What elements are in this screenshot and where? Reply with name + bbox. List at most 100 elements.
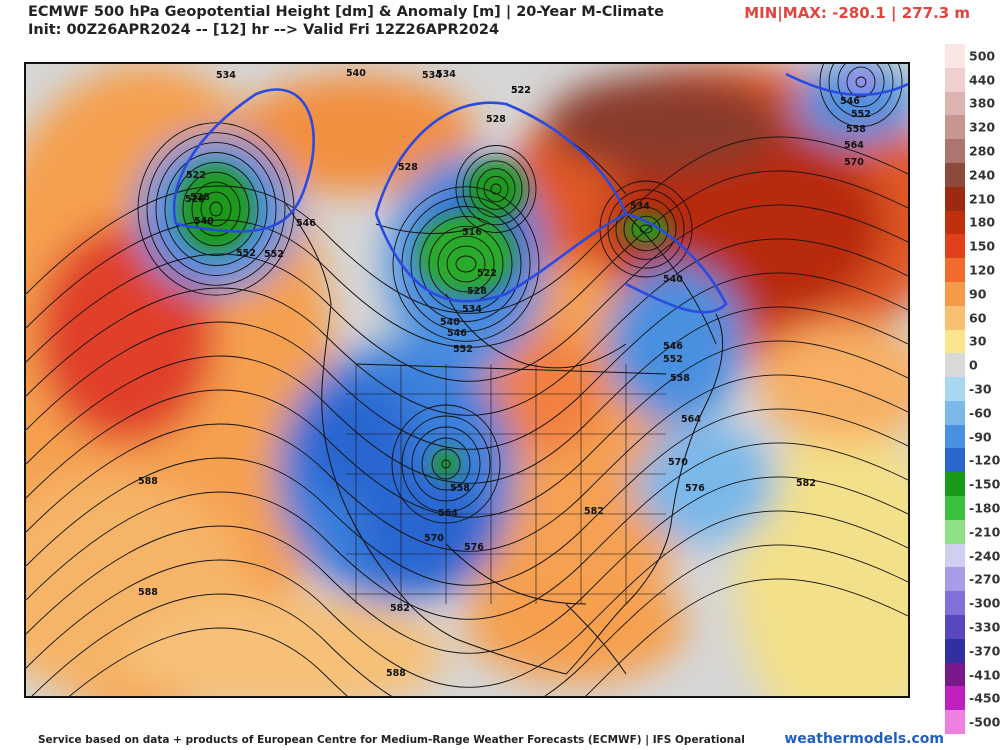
contour-ring xyxy=(462,152,530,226)
contour-label: 534 xyxy=(630,201,650,212)
colorbar-swatch xyxy=(945,162,965,188)
contour-line xyxy=(26,238,908,416)
contour-label: 558 xyxy=(846,124,866,135)
colorbar-tick-label: 120 xyxy=(969,262,996,278)
colorbar-swatch xyxy=(945,115,965,140)
contour-label: 582 xyxy=(796,478,816,489)
contour-label: 546 xyxy=(296,218,316,229)
contour-label: 528 xyxy=(398,162,418,173)
contour-label: 540 xyxy=(663,274,683,285)
map-title: ECMWF 500 hPa Geopotential Height [dm] &… xyxy=(28,4,664,20)
contour-ring xyxy=(155,142,277,276)
contour-label: 528 xyxy=(185,194,205,205)
contour-ring xyxy=(200,191,232,227)
coastline-segment xyxy=(355,363,667,375)
colorbar-tick-label: 180 xyxy=(969,214,996,230)
colorbar-tick-label: -60 xyxy=(969,405,992,421)
contour-ring xyxy=(182,171,250,247)
contour-label: 540 xyxy=(346,68,366,79)
contour-label: 534 xyxy=(462,304,482,315)
contour-label: 570 xyxy=(844,157,864,168)
contour-label: 540 xyxy=(194,216,214,227)
colorbar-swatch xyxy=(945,638,965,664)
contour-line xyxy=(26,204,908,382)
brand-link[interactable]: weathermodels.com xyxy=(784,731,944,747)
minmax-readout: MIN|MAX: -280.1 | 277.3 m xyxy=(744,4,970,22)
contour-label: 588 xyxy=(386,668,406,679)
colorbar-swatch xyxy=(945,424,965,449)
coastlines-borders xyxy=(285,103,724,675)
contour-label: 558 xyxy=(670,373,690,384)
contour-label: 552 xyxy=(236,248,256,259)
colorbar-swatch xyxy=(945,210,965,235)
contour-ring xyxy=(476,168,516,210)
colorbar-swatch xyxy=(945,329,965,354)
contour-ring xyxy=(209,201,223,217)
colorbar-swatch xyxy=(945,234,965,259)
colorbar-swatch xyxy=(945,615,965,640)
540-dm-contour xyxy=(172,72,908,314)
contour-ring xyxy=(455,255,477,273)
colorbar-swatch xyxy=(945,591,965,616)
contour-ring xyxy=(446,245,486,283)
colorbar-swatch xyxy=(945,710,965,735)
contour-label: 546 xyxy=(447,328,467,339)
contour-label: 558 xyxy=(450,483,470,494)
contour-label: 534 xyxy=(436,69,456,80)
contour-label: 582 xyxy=(390,603,410,614)
contour-label: 522 xyxy=(511,85,531,96)
colorbar-swatch xyxy=(945,91,965,116)
colorbar-tick-label: -450 xyxy=(969,690,1000,706)
init-valid-line: Init: 00Z26APR2024 -- [12] hr --> Valid … xyxy=(28,22,500,38)
colorbar-tick-label: 500 xyxy=(969,48,996,64)
coastline-segment xyxy=(375,223,487,234)
colorbar-swatch xyxy=(945,139,965,164)
colorbar-tick-label: -270 xyxy=(969,571,1000,587)
contour-ring xyxy=(191,181,241,237)
colorbar-tick-label: -150 xyxy=(969,476,1000,492)
contour-line xyxy=(26,408,908,586)
contour-ring xyxy=(469,160,523,218)
coastline-segment xyxy=(565,313,724,675)
colorbar-tick-label: 380 xyxy=(969,95,996,111)
coastline-segment xyxy=(285,203,567,675)
contour-ring xyxy=(437,235,495,293)
colorbar-tick-label: 30 xyxy=(969,333,987,349)
contour-line xyxy=(26,374,908,552)
colorbar-tick-label: -500 xyxy=(969,714,1000,730)
colorbar-swatch xyxy=(945,44,965,69)
colorbar-swatch xyxy=(945,281,965,307)
colorbar-tick-label: -120 xyxy=(969,452,1000,468)
colorbar-swatch xyxy=(945,353,965,378)
anomaly-map: 5345405345225285525345225285465525585645… xyxy=(24,62,910,698)
contour-label: 564 xyxy=(844,140,864,151)
contour-ring xyxy=(837,64,885,108)
contour-ring xyxy=(607,189,685,269)
contour-ring xyxy=(392,186,540,342)
contour-label: 576 xyxy=(464,542,484,553)
coastline-segment xyxy=(445,543,587,605)
colorbar-swatch xyxy=(945,400,965,426)
contour-ring xyxy=(455,145,537,233)
contour-line xyxy=(26,476,908,654)
coastline-segment xyxy=(565,603,627,675)
colorbar-tick-label: 280 xyxy=(969,143,996,159)
colorbar-tick-label: -300 xyxy=(969,595,1000,611)
contour-ring xyxy=(615,198,677,260)
colorbar-swatch xyxy=(945,67,965,93)
contour-ring xyxy=(419,215,513,313)
contour-label: 552 xyxy=(453,344,473,355)
contour-line xyxy=(26,136,908,314)
contour-label: 546 xyxy=(840,96,860,107)
colorbar-tick-label: 210 xyxy=(969,191,996,207)
contour-ring xyxy=(490,183,502,195)
contour-label: 552 xyxy=(663,354,683,365)
contour-label: 588 xyxy=(138,587,158,598)
contour-label: 540 xyxy=(440,317,460,328)
colorbar-swatch xyxy=(945,448,965,473)
contour-label: 552 xyxy=(264,249,284,260)
contour-label: 570 xyxy=(424,533,444,544)
contour-line xyxy=(26,442,908,620)
colorbar-swatch xyxy=(945,472,965,497)
contour-label: 522 xyxy=(477,268,497,279)
